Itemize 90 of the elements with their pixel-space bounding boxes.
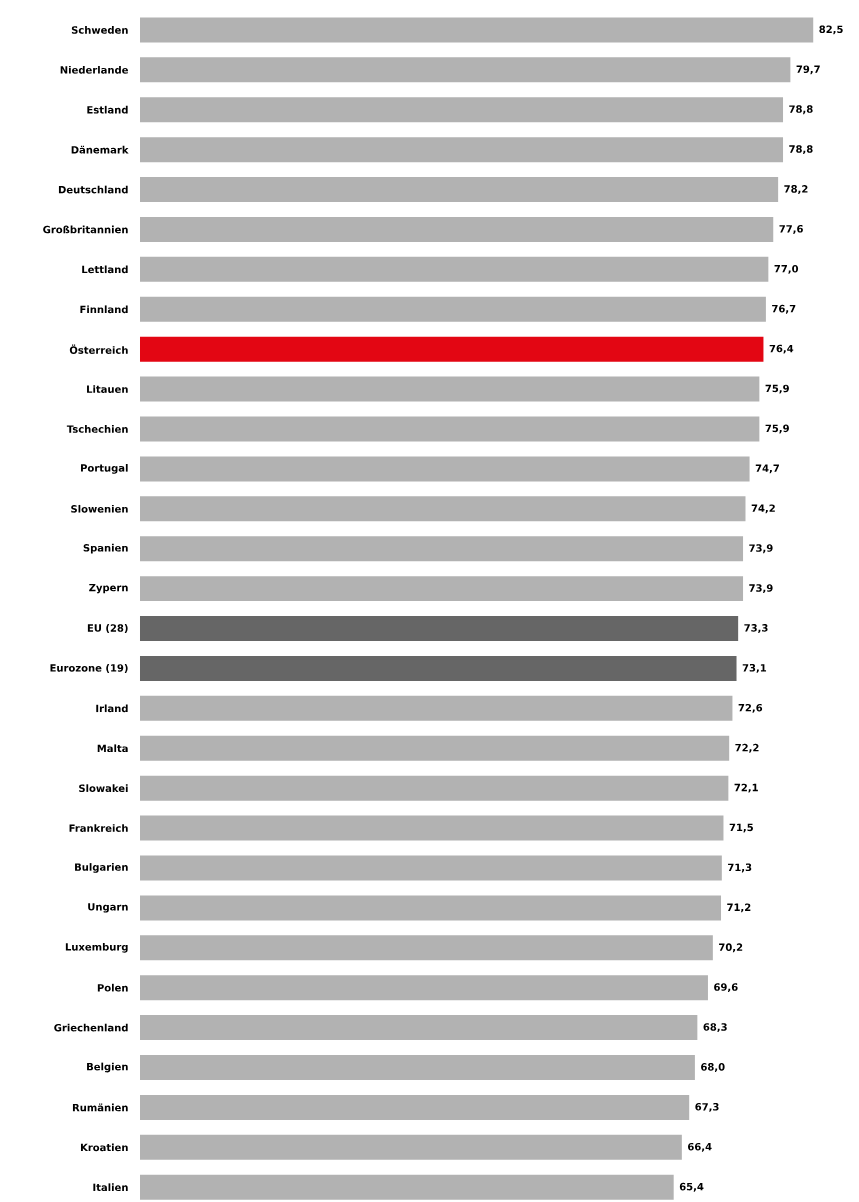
y-tick-label: Malta	[97, 744, 128, 753]
y-tick-label: Schweden	[71, 26, 128, 34]
y-tick-label: EU (28)	[87, 624, 128, 633]
data-label: 71,3	[728, 863, 752, 873]
y-tick-label: Frankreich	[69, 824, 128, 832]
y-tick-label: Estland	[87, 105, 128, 114]
data-label: 72,2	[735, 743, 759, 753]
data-label: 78,2	[784, 185, 808, 194]
data-label: 77,6	[779, 225, 803, 234]
bar	[140, 775, 729, 801]
data-label: 72,6	[738, 703, 763, 713]
data-label: 67,3	[695, 1102, 719, 1112]
bar	[140, 17, 814, 43]
y-tick-label: Slowakei	[79, 784, 128, 793]
data-label: 69,6	[714, 983, 738, 993]
y-tick-label: Portugal	[81, 464, 128, 474]
y-tick-label: Dänemark	[71, 145, 129, 154]
y-tick-label: Tschechien	[66, 425, 128, 433]
data-label: 76,4	[769, 344, 794, 354]
data-label: 73,9	[749, 544, 773, 554]
bar	[140, 616, 739, 642]
y-tick-label: Lettland	[82, 265, 128, 274]
data-label: 65,4	[679, 1182, 704, 1192]
bar	[140, 815, 724, 841]
data-label: 72,1	[734, 783, 758, 793]
data-label: 75,9	[765, 384, 789, 394]
bar	[140, 655, 737, 681]
y-tick-label: Belgien	[87, 1062, 128, 1073]
data-label: 74,2	[751, 504, 775, 514]
data-label: 70,2	[719, 943, 743, 953]
y-tick-label: Eurozone (19)	[50, 663, 128, 673]
y-tick-label: Kroatien	[80, 1143, 128, 1152]
y-tick-label: Griechenland	[54, 1023, 128, 1032]
data-label: 66,4	[688, 1142, 712, 1152]
bar	[140, 416, 760, 442]
data-label: 73,9	[749, 584, 773, 594]
data-label: 79,7	[796, 65, 820, 75]
y-tick-label: Irland	[96, 704, 128, 713]
y-tick-label: Bulgarien	[75, 863, 128, 873]
y-tick-label: Großbritannien	[43, 225, 128, 234]
data-label: 73,3	[744, 624, 768, 633]
y-tick-label: Polen	[97, 983, 128, 992]
bar	[140, 855, 722, 881]
y-tick-label: Zypern	[89, 583, 128, 594]
bar	[140, 576, 744, 602]
bar	[140, 296, 766, 322]
y-tick-label: Rumänien	[72, 1103, 128, 1112]
bar	[140, 177, 779, 203]
y-tick-label: Italien	[93, 1183, 128, 1192]
bar	[140, 376, 760, 402]
bar	[140, 97, 784, 123]
y-tick-label: Finnland	[80, 305, 128, 314]
y-tick-label: Ungarn	[88, 903, 128, 913]
y-tick-label: Slowenien	[71, 504, 128, 513]
data-label: 82,5	[819, 25, 843, 35]
bar	[140, 895, 722, 921]
data-label: 68,3	[703, 1023, 727, 1033]
data-label: 75,9	[765, 424, 789, 434]
y-tick-label: Niederlande	[60, 65, 128, 74]
data-label: 77,0	[774, 264, 799, 274]
bar	[140, 975, 708, 1001]
bar	[140, 1094, 690, 1120]
y-tick-label: Spanien	[83, 543, 128, 554]
bar	[140, 1055, 695, 1081]
bar	[140, 456, 750, 482]
y-tick-label: Deutschland	[58, 185, 128, 194]
bar	[140, 137, 784, 163]
bar	[140, 935, 713, 961]
bar	[140, 536, 744, 562]
bar	[140, 336, 764, 362]
data-label: 71,2	[727, 903, 751, 913]
bar	[140, 256, 769, 282]
data-label: 71,5	[729, 823, 753, 833]
bar	[140, 57, 791, 83]
y-tick-label: Österreich	[69, 344, 128, 354]
bar	[140, 1134, 682, 1160]
data-label: 68,0	[701, 1063, 725, 1072]
y-tick-label: Luxemburg	[65, 942, 128, 953]
data-label: 76,7	[772, 304, 796, 314]
data-label: 78,8	[789, 145, 813, 155]
data-label: 73,1	[742, 664, 767, 673]
y-tick-label: Litauen	[87, 385, 128, 393]
bar	[140, 1174, 674, 1200]
data-label: 78,8	[789, 105, 813, 115]
data-label: 74,7	[755, 464, 779, 474]
bar	[140, 496, 746, 522]
bar	[140, 695, 733, 721]
bar	[140, 216, 774, 242]
bar	[140, 735, 730, 761]
bar	[140, 1015, 698, 1041]
